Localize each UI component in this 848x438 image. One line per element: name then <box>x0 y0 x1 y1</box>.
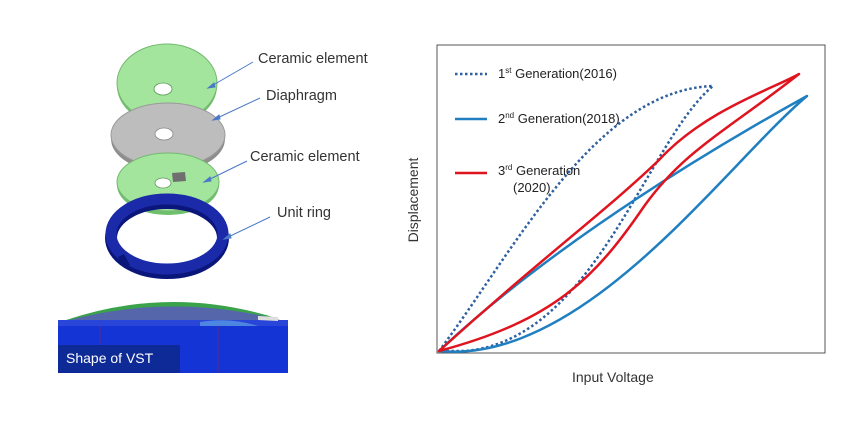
x-axis-label: Input Voltage <box>572 369 654 385</box>
label-diaphragm: Diaphragm <box>266 88 337 104</box>
legend-2nd-suffix: nd <box>505 111 515 120</box>
legend-2nd-ordinal: 2 <box>498 111 506 126</box>
series-curves <box>437 72 809 353</box>
vst-shape-image <box>58 301 288 373</box>
legend-3rd-year: (2020) <box>513 180 551 195</box>
ceramic-element-top-disc <box>116 43 218 125</box>
legend-3rd-ordinal: 3 <box>498 163 506 178</box>
plot-frame <box>436 44 826 354</box>
unit-ring-drawing <box>105 193 229 279</box>
legend-3rd-suffix: rd <box>505 163 513 172</box>
diaphragm-disc <box>110 102 226 172</box>
legend-1st-ordinal: 1 <box>498 66 506 81</box>
y-axis-label: Displacement <box>405 157 421 243</box>
label-ceramic-element-top: Ceramic element <box>258 51 368 67</box>
hysteresis-chart <box>436 44 826 354</box>
leader-lines <box>202 61 271 240</box>
exploded-view-drawing <box>58 43 288 373</box>
label-ceramic-element-bottom: Ceramic element <box>250 149 360 165</box>
legend-3rd-generation: 3rd Generation <box>498 163 580 179</box>
chart-area: 1st Generation(2016) 2nd Generation(2018… <box>395 0 848 433</box>
series-3rd-generation-curve <box>437 72 801 353</box>
series-2nd-generation-curve <box>437 94 809 353</box>
legend-2nd-generation: 2nd Generation(2018) <box>498 111 620 127</box>
legend-2nd-text: Generation(2018) <box>514 111 620 126</box>
exploded-view: Ceramic element Diaphragm Ceramic elemen… <box>0 0 400 433</box>
caption-shape-of-vst: Shape of VST <box>66 350 154 366</box>
legend-1st-generation: 1st Generation(2016) <box>498 66 617 82</box>
legend-1st-text: Generation(2016) <box>511 66 617 81</box>
legend-1st-suffix: st <box>505 66 512 75</box>
label-unit-ring: Unit ring <box>277 205 331 221</box>
legend-3rd-text: Generation <box>512 163 581 178</box>
